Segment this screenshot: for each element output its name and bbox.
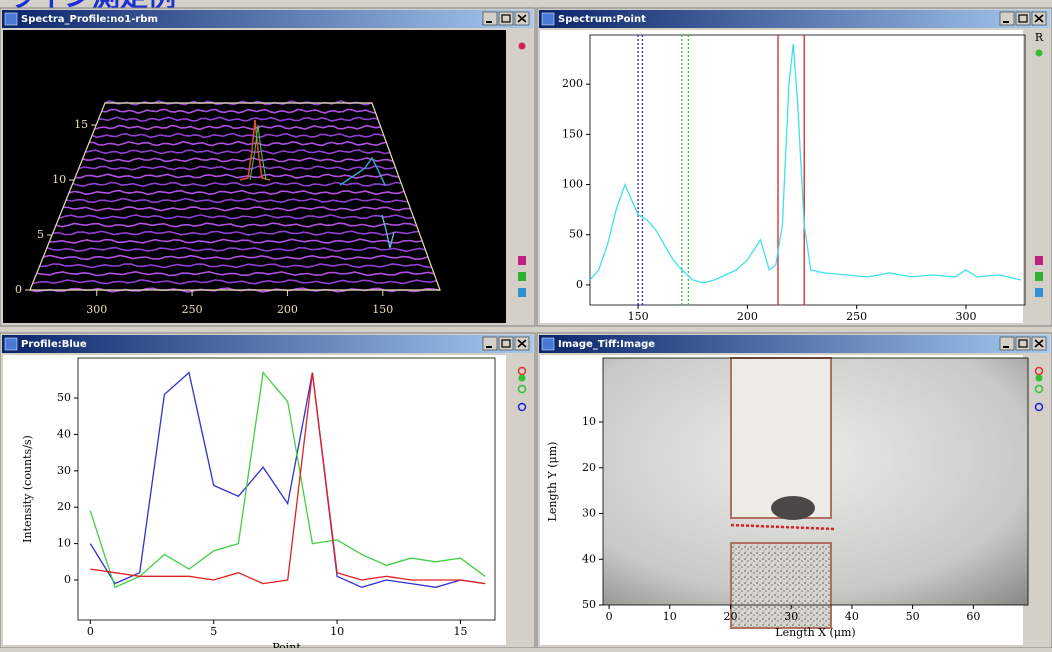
toolbar-icon[interactable] — [518, 288, 526, 297]
x-tick-label: 20 — [724, 610, 738, 623]
window-title: Spectra_Profile:no1-rbm — [21, 14, 158, 25]
toolbar-icon[interactable] — [1035, 272, 1043, 281]
x-tick-label: 15 — [453, 625, 467, 638]
x-axis-label: Length X (μm) — [775, 626, 855, 639]
y-tick-label: 30 — [57, 464, 71, 477]
x-tick-label: 0 — [606, 610, 613, 623]
window-content — [540, 30, 1023, 323]
y-tick-label: 0 — [64, 573, 71, 586]
window-title: Image_Tiff:Image — [558, 339, 655, 350]
maximize-button[interactable] — [1016, 12, 1030, 25]
window-icon — [5, 13, 17, 25]
x-tick-label: 0 — [87, 625, 94, 638]
x-tick-label: 10 — [330, 625, 344, 638]
x-tick-label: 60 — [966, 610, 980, 623]
maximize-button[interactable] — [499, 12, 513, 25]
x-tick-label: 200 — [277, 303, 298, 316]
y-tick-label: 50 — [57, 391, 71, 404]
window-icon — [542, 338, 554, 350]
y-tick-label: 10 — [52, 173, 66, 186]
window-icon — [5, 338, 17, 350]
electrode-lower — [731, 543, 831, 628]
y-tick-label: 15 — [74, 118, 88, 131]
window-icon — [542, 13, 554, 25]
x-tick-label: 300 — [955, 310, 976, 323]
minimize-button[interactable] — [1000, 12, 1014, 25]
toolbar-icon[interactable] — [518, 272, 526, 281]
window-title: Profile:Blue — [21, 339, 87, 350]
minimize-button[interactable] — [483, 12, 497, 25]
y-tick-label: 10 — [57, 537, 71, 550]
minimize-button[interactable] — [483, 337, 497, 350]
y-tick-label: 50 — [569, 228, 583, 241]
y-tick-label: 20 — [57, 500, 71, 513]
x-tick-label: 150 — [372, 303, 393, 316]
x-tick-label: 200 — [737, 310, 758, 323]
y-tick-label: 100 — [562, 178, 583, 191]
toolbar-icon[interactable] — [519, 43, 526, 50]
minimize-button[interactable] — [1000, 337, 1014, 350]
toolbar-icon[interactable] — [518, 256, 526, 265]
x-tick-label: 300 — [86, 303, 107, 316]
x-tick-label: 250 — [846, 310, 867, 323]
y-tick-label: 40 — [57, 427, 71, 440]
x-axis-label: Point — [272, 641, 301, 648]
y-tick-label: 50 — [582, 598, 596, 611]
y-tick-label: 10 — [582, 415, 596, 428]
y-tick-label: 0 — [576, 278, 583, 291]
x-tick-label: 50 — [906, 610, 920, 623]
screen: ライン測定例 Spectra_Profile:no1-rbmSpectrum:P… — [0, 0, 1052, 648]
toolbar-icon[interactable] — [1035, 256, 1043, 265]
y-axis-label: Intensity (counts/s) — [21, 435, 34, 543]
window-title: Spectrum:Point — [558, 14, 646, 25]
y-tick-label: 0 — [15, 283, 22, 296]
toolbar-icon[interactable] — [1036, 375, 1043, 382]
maximize-button[interactable] — [1016, 337, 1030, 350]
y-tick-label: 5 — [37, 228, 44, 241]
x-tick-label: 10 — [663, 610, 677, 623]
x-tick-label: 150 — [628, 310, 649, 323]
toolbar-label: R — [1035, 31, 1044, 44]
y-tick-label: 30 — [582, 507, 596, 520]
toolbar-icon[interactable] — [1035, 288, 1043, 297]
y-tick-label: 20 — [582, 461, 596, 474]
x-tick-label: 30 — [784, 610, 798, 623]
y-tick-label: 200 — [562, 77, 583, 90]
x-tick-label: 5 — [210, 625, 217, 638]
x-tick-label: 250 — [182, 303, 203, 316]
y-tick-label: 40 — [582, 552, 596, 565]
toolbar-icon[interactable] — [519, 375, 526, 382]
y-axis-label: Length Y (μm) — [546, 442, 559, 522]
y-tick-label: 150 — [562, 127, 583, 140]
window-content — [3, 355, 506, 645]
particle — [771, 496, 815, 520]
toolbar-icon[interactable] — [1036, 50, 1043, 57]
electrode-upper — [731, 358, 831, 518]
x-tick-label: 40 — [845, 610, 859, 623]
maximize-button[interactable] — [499, 337, 513, 350]
